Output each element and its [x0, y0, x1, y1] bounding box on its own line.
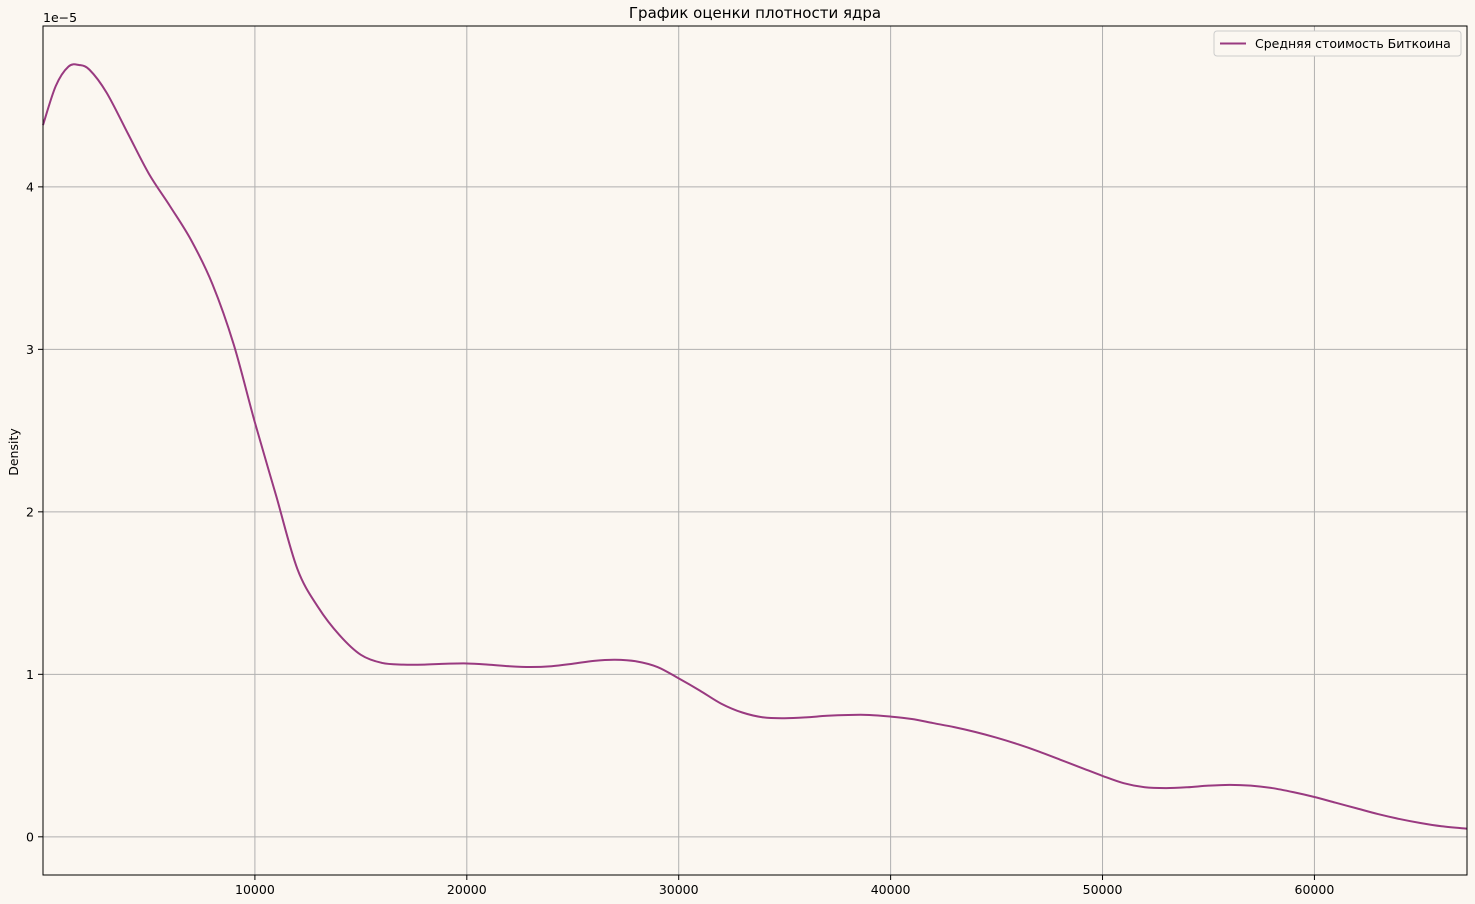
x-tick-label: 40000 — [871, 882, 911, 897]
y-tick-label: 4 — [26, 179, 34, 194]
legend: Средняя стоимость Биткоина — [1213, 30, 1462, 57]
chart-title: График оценки плотности ядра — [629, 4, 881, 22]
legend-label: Средняя стоимость Биткоина — [1255, 36, 1451, 51]
x-tick-label: 60000 — [1295, 882, 1335, 897]
x-tick-label: 30000 — [659, 882, 699, 897]
y-axis-label: Density — [6, 428, 21, 476]
x-axis-ticks: 10000 20000 30000 40000 50000 60000 — [235, 875, 1334, 897]
plot-area — [43, 26, 1467, 875]
legend-box — [1213, 30, 1462, 57]
x-tick-label: 10000 — [235, 882, 275, 897]
y-scale-offset-label: 1e−5 — [43, 10, 77, 25]
x-tick-label: 20000 — [447, 882, 487, 897]
series-line — [42, 63, 1468, 830]
y-tick-label: 2 — [26, 504, 34, 519]
y-axis-ticks: 0 1 2 3 4 — [26, 179, 43, 844]
y-tick-label: 0 — [26, 829, 34, 844]
grid-lines — [43, 26, 1467, 875]
plot-frame — [42, 25, 1468, 876]
y-tick-label: 1 — [26, 667, 34, 682]
y-tick-label: 3 — [26, 342, 34, 357]
x-tick-label: 50000 — [1083, 882, 1123, 897]
